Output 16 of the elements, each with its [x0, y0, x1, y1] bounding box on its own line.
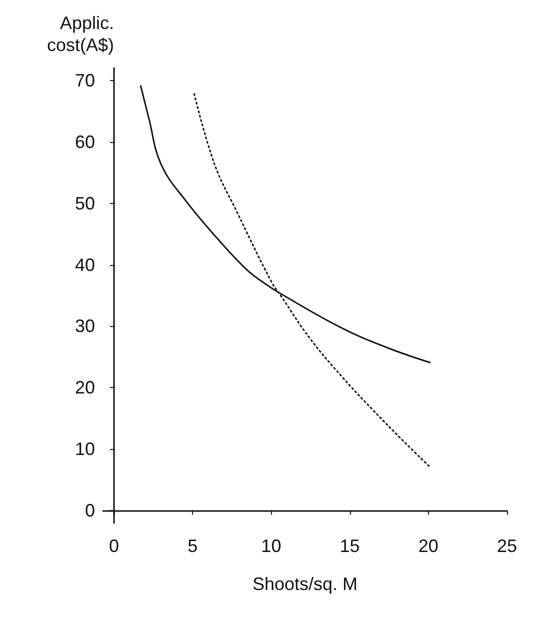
y-tick-label: 50 [74, 193, 95, 214]
y-tick-label: 40 [74, 254, 95, 275]
x-tick-label: 15 [340, 536, 360, 556]
y-tick-label: 0 [84, 500, 95, 521]
y-tick-label: 60 [74, 132, 95, 152]
y-axis-title: Applic. cost(A$) [46, 13, 114, 55]
y-tick-label: 30 [74, 316, 95, 336]
y-tick-label: 20 [74, 378, 95, 398]
x-tick-label: 0 [108, 536, 120, 556]
y-tick-label: 70 [74, 70, 95, 90]
x-axis-title: Shoots/sq. M [252, 574, 358, 594]
x-tick-label: 10 [261, 536, 282, 556]
x-tick-label: 20 [418, 536, 438, 556]
x-tick-label: 5 [188, 536, 198, 556]
y-tick-label: 10 [74, 439, 95, 460]
x-tick-label: 25 [496, 536, 518, 556]
